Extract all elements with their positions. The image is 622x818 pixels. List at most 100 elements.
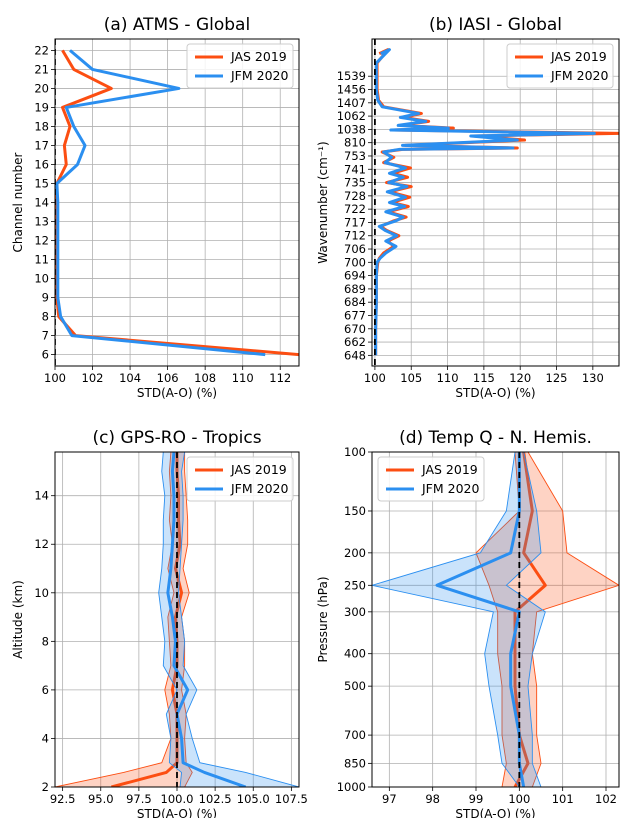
tick-label-y: 18 <box>34 119 49 133</box>
tick-label-y: 1456 <box>337 83 366 97</box>
y-axis-label: Wavenumber (cm⁻¹) <box>316 141 330 263</box>
tick-label-y: 500 <box>344 679 366 693</box>
uncertainty-band <box>372 452 546 787</box>
tick-label-y: 12 <box>34 537 49 551</box>
tick-label-x: 108 <box>194 371 216 385</box>
series-jfm-2020 <box>372 452 546 787</box>
tick-label-y: 8 <box>42 634 49 648</box>
tick-label-x: 106 <box>157 371 179 385</box>
tick-label-x: 100 <box>44 371 66 385</box>
tick-label-y: 648 <box>344 348 366 362</box>
panel-d: (d) Temp Q - N. Hemis. 97 98 99 100 101 102 100… <box>316 428 620 818</box>
mean-line <box>111 452 184 787</box>
tick-label-x: 99 <box>469 792 484 806</box>
tick-label-y: 1000 <box>337 780 366 794</box>
tick-label-y: 1062 <box>337 109 366 123</box>
legend-label: JFM 2020 <box>230 481 288 496</box>
tick-label-y: 850 <box>344 756 366 770</box>
tick-label-x: 98 <box>425 792 440 806</box>
tick-label-y: 150 <box>344 504 366 518</box>
mean-line <box>166 452 247 787</box>
tick-label-y: 7 <box>42 329 49 343</box>
legend-label: JAS 2019 <box>421 462 478 477</box>
tick-label-x: 100.0 <box>161 792 194 806</box>
tick-label-y: 20 <box>34 81 49 95</box>
tick-label-y: 19 <box>34 100 49 114</box>
tick-label-y: 4 <box>42 731 49 745</box>
series-jfm-2020 <box>374 48 596 356</box>
tick-label-y: 14 <box>34 196 49 210</box>
tick-label-y: 13 <box>34 215 49 229</box>
tick-label-x: 102.5 <box>199 792 232 806</box>
y-axis-label: Channel number <box>11 152 25 252</box>
tick-label-y: 9 <box>42 291 49 305</box>
mean-line <box>435 452 526 787</box>
tick-label-y: 250 <box>344 578 366 592</box>
tick-label-y: 735 <box>344 176 366 190</box>
legend-label: JAS 2019 <box>550 49 607 64</box>
tick-label-y: 700 <box>344 255 366 269</box>
plot-area <box>372 452 619 787</box>
tick-label-x: 92.5 <box>50 792 76 806</box>
series-jas-2019 <box>55 452 193 787</box>
legend-label: JFM 2020 <box>421 481 479 496</box>
panel-title: (d) Temp Q - N. Hemis. <box>399 428 592 448</box>
tick-label-y: 300 <box>344 605 366 619</box>
tick-label-y: 11 <box>34 253 49 267</box>
tick-label-y: 21 <box>34 62 49 76</box>
axes-frame <box>371 451 620 788</box>
tick-label-y: 741 <box>344 162 366 176</box>
tick-label-y: 677 <box>344 308 366 322</box>
tick-label-y: 689 <box>344 282 366 296</box>
tick-label-y: 14 <box>34 489 49 503</box>
legend: JAS 2019 JFM 2020 <box>186 43 294 89</box>
tick-label-y: 400 <box>344 647 366 661</box>
tick-label-y: 810 <box>344 136 366 150</box>
series-jfm-2020 <box>55 49 266 357</box>
tick-label-y: 717 <box>344 215 366 229</box>
tick-label-x: 125 <box>546 371 568 385</box>
tick-label-y: 1539 <box>337 69 366 83</box>
tick-label-x: 95.0 <box>88 792 114 806</box>
tick-label-y: 694 <box>344 269 366 283</box>
tick-label-y: 2 <box>42 780 49 794</box>
tick-label-y: 100 <box>344 445 366 459</box>
tick-label-y: 10 <box>34 272 49 286</box>
tick-label-y: 22 <box>34 43 49 57</box>
legend: JAS 2019 JFM 2020 <box>186 456 294 502</box>
panel-title: (a) ATMS - Global <box>104 15 250 35</box>
tick-label-x: 104 <box>119 371 141 385</box>
tick-label-x: 97.5 <box>126 792 152 806</box>
tick-label-y: 10 <box>34 586 49 600</box>
tick-label-y: 728 <box>344 189 366 203</box>
series-jas-2019 <box>374 48 619 356</box>
series-jfm-2020 <box>158 452 299 787</box>
panel-title: (b) IASI - Global <box>429 15 562 35</box>
y-axis-label: Pressure (hPa) <box>316 576 330 662</box>
tick-label-x: 100 <box>508 792 530 806</box>
tick-label-y: 1407 <box>337 96 366 110</box>
tick-label-y: 16 <box>34 157 49 171</box>
plot-area <box>55 452 299 787</box>
tick-label-y: 200 <box>344 546 366 560</box>
tick-label-y: 753 <box>344 149 366 163</box>
legend-label: JFM 2020 <box>550 68 608 83</box>
series-line <box>374 48 596 356</box>
axes-frame <box>371 38 620 367</box>
tick-label-y: 712 <box>344 229 366 243</box>
tick-label-y: 17 <box>34 138 49 152</box>
legend: JAS 2019 JFM 2020 <box>506 43 614 89</box>
tick-label-y: 722 <box>344 202 366 216</box>
panel-b: (b) IASI - Global 100 105 110 115 120 125 130 64… <box>316 15 620 400</box>
plot-area <box>374 39 619 366</box>
legend-label: JFM 2020 <box>230 68 288 83</box>
tick-label-x: 130 <box>582 371 604 385</box>
x-axis-label: STD(A-O) (%) <box>455 386 535 400</box>
tick-label-x: 101 <box>552 792 574 806</box>
tick-label-y: 684 <box>344 295 366 309</box>
uncertainty-band <box>475 452 619 787</box>
tick-label-y: 6 <box>42 348 49 362</box>
